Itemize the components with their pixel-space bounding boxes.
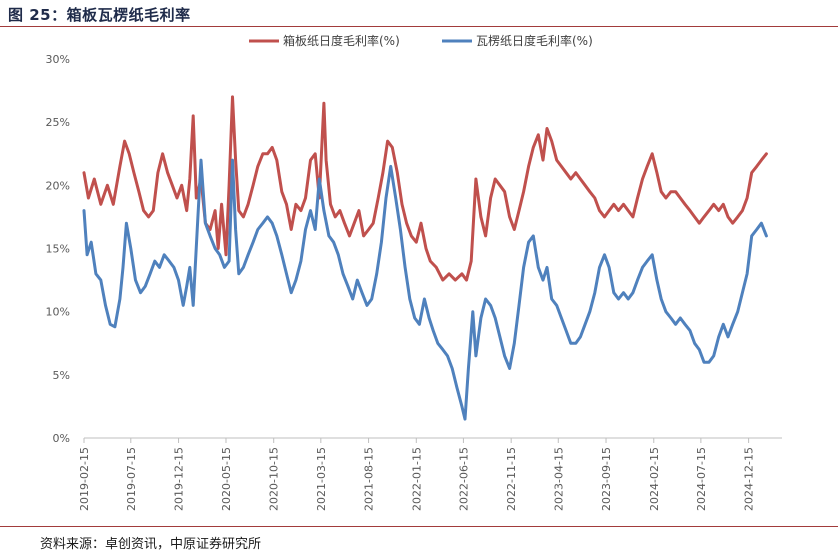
x-tick-label: 2023-09-15: [600, 447, 613, 511]
x-tick-label: 2024-02-15: [648, 447, 661, 511]
y-tick-label: 0%: [53, 432, 70, 445]
x-tick-label: 2021-08-15: [363, 447, 376, 511]
x-tick-label: 2023-04-15: [552, 447, 565, 511]
title-divider: [0, 26, 838, 27]
y-tick-label: 20%: [46, 179, 70, 192]
x-tick-label: 2021-03-15: [315, 447, 328, 511]
figure-title: 图 25：箱板瓦楞纸毛利率: [8, 6, 191, 24]
x-tick-label: 2020-10-15: [268, 447, 281, 511]
x-tick-label: 2022-11-15: [505, 447, 518, 511]
series-line-corrugated: [82, 158, 768, 421]
x-tick-label: 2022-06-15: [457, 447, 470, 511]
x-tick-label: 2024-07-15: [695, 447, 708, 511]
x-tick-label: 2019-12-15: [173, 447, 186, 511]
legend-label: 箱板纸日度毛利率(%): [283, 33, 400, 48]
x-tick-label: 2019-07-15: [125, 447, 138, 511]
x-tick-label: 2022-01-15: [410, 447, 423, 511]
y-tick-label: 10%: [46, 306, 70, 319]
y-tick-label: 15%: [46, 243, 70, 256]
source-note: 资料来源：卓创资讯，中原证券研究所: [40, 537, 262, 552]
y-tick-label: 5%: [53, 369, 70, 382]
x-tick-label: 2024-12-15: [743, 447, 756, 511]
margin-line-chart: 0% 5% 10% 15% 20% 25% 30% 2019-02-15 2019-07-15 2…: [46, 33, 782, 511]
y-tick-label: 30%: [46, 53, 70, 66]
legend-label: 瓦楞纸日度毛利率(%): [476, 33, 593, 48]
x-tick-label: 2020-05-15: [220, 447, 233, 511]
y-tick-label: 25%: [46, 116, 70, 129]
series-line-boxboard: [82, 95, 768, 282]
x-tick-label: 2019-02-15: [78, 447, 91, 511]
footer-divider: [0, 526, 838, 527]
